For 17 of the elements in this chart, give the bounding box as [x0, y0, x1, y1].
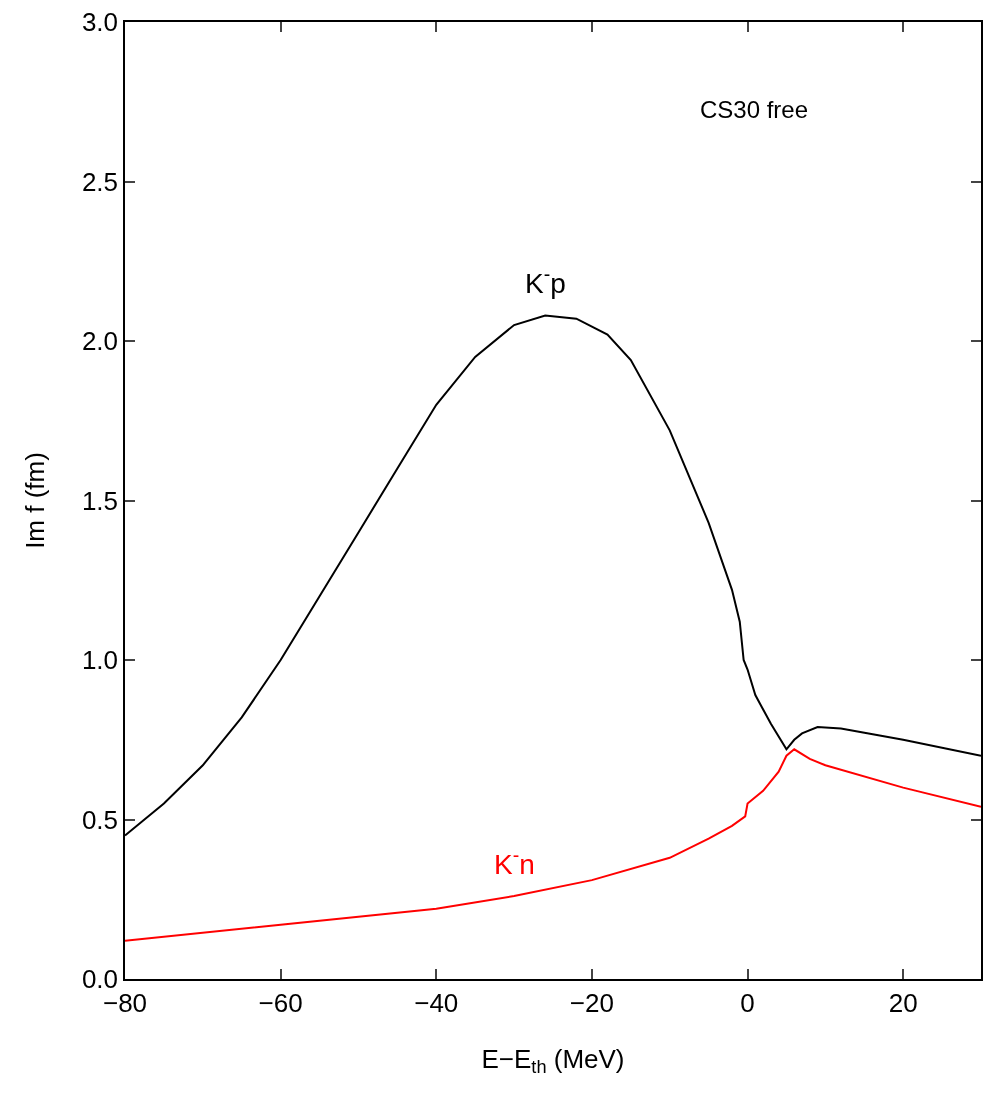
y-tick-label: 2.5 — [81, 166, 119, 197]
x-tick-label: 0 — [740, 987, 755, 1018]
series-label: K$^{-}$p — [525, 263, 566, 299]
y-tick-label: 2.0 — [81, 326, 119, 357]
x-axis-title: E−E$_{th}$ (MeV) — [481, 1043, 625, 1077]
x-tick-label: −60 — [258, 987, 303, 1018]
annotation: CS30 free — [700, 96, 809, 123]
y-tick-label: 3.0 — [81, 7, 119, 38]
x-tick-label: −40 — [414, 987, 459, 1018]
x-tick-label: −20 — [569, 987, 614, 1018]
y-tick-label: 0.5 — [81, 804, 119, 835]
x-tick-label: 20 — [888, 987, 918, 1018]
y-axis-title: Im f (fm) — [19, 452, 50, 549]
y-tick-label: 1.5 — [81, 485, 119, 516]
series-label: K$^{-}$n — [494, 844, 535, 880]
line-series — [125, 748, 981, 942]
y-tick-label: 1.0 — [81, 645, 119, 676]
